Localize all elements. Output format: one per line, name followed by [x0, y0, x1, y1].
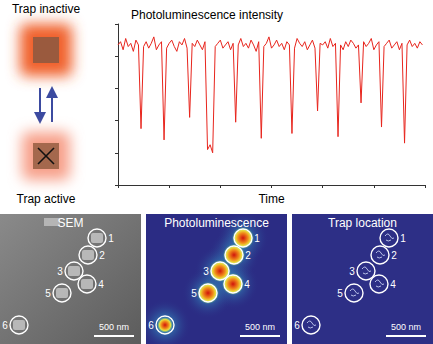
svg-text:2: 2	[99, 250, 105, 261]
svg-text:2: 2	[245, 250, 251, 261]
svg-text:500 nm: 500 nm	[99, 322, 129, 332]
svg-text:5: 5	[337, 288, 343, 299]
svg-text:4: 4	[390, 279, 396, 290]
svg-text:Photoluminescence: Photoluminescence	[164, 216, 269, 230]
svg-text:SEM: SEM	[57, 216, 83, 230]
svg-text:3: 3	[203, 266, 209, 277]
svg-text:Trap active: Trap active	[17, 192, 76, 206]
svg-text:4: 4	[98, 279, 104, 290]
svg-text:1: 1	[254, 233, 260, 244]
svg-text:5: 5	[45, 288, 51, 299]
svg-text:3: 3	[57, 266, 63, 277]
svg-text:500 nm: 500 nm	[245, 322, 275, 332]
svg-text:500 nm: 500 nm	[391, 322, 421, 332]
svg-text:Photoluminescence intensity: Photoluminescence intensity	[131, 8, 283, 22]
svg-text:1: 1	[400, 233, 406, 244]
svg-text:3: 3	[349, 266, 355, 277]
svg-text:Trap location: Trap location	[328, 216, 397, 230]
svg-text:6: 6	[148, 320, 154, 331]
svg-text:Trap inactive: Trap inactive	[12, 2, 81, 16]
svg-text:5: 5	[191, 288, 197, 299]
svg-text:Time: Time	[258, 192, 285, 206]
svg-text:4: 4	[244, 279, 250, 290]
svg-text:6: 6	[294, 320, 300, 331]
svg-text:1: 1	[108, 233, 114, 244]
svg-text:6: 6	[2, 320, 8, 331]
svg-text:2: 2	[391, 250, 397, 261]
